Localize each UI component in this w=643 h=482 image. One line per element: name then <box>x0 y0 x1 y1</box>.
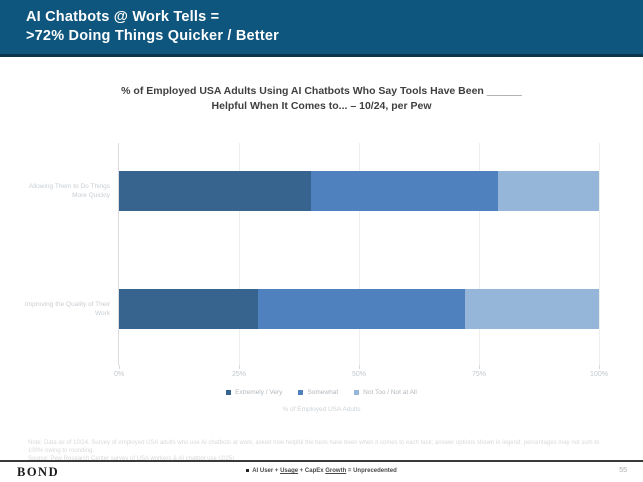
bar-segment <box>119 171 311 211</box>
gridline <box>479 143 480 365</box>
bar-row <box>119 289 599 329</box>
axis-caption: % of Employed USA Adults <box>282 406 361 413</box>
legend-label: Extremely / Very <box>235 389 283 396</box>
category-label: Allowing Them to Do Things More Quickly <box>28 183 110 199</box>
chart-title: % of Employed USA Adults Using AI Chatbo… <box>0 84 643 114</box>
slide-header: AI Chatbots @ Work Tells = >72% Doing Th… <box>0 0 643 57</box>
gridline <box>239 143 240 365</box>
x-axis-tick-label: 100% <box>590 371 608 378</box>
legend-item: Somewhat <box>298 389 338 396</box>
footer-section-link[interactable]: Usage <box>280 468 299 474</box>
chart-title-line-1: % of Employed USA Adults Using AI Chatbo… <box>121 85 522 97</box>
footnote-line-2: Source: Pew Research Center survey of US… <box>28 456 235 462</box>
bar-segment <box>258 289 465 329</box>
legend-item: Not Too / Not at All <box>354 389 417 396</box>
footer-section-text: + CapEx <box>298 468 326 474</box>
legend-label: Somewhat <box>307 389 339 396</box>
x-axis-tick-label: 25% <box>231 371 247 378</box>
x-axis-tick-mark <box>359 365 360 369</box>
footer-section-title: AI User + Usage + CapEx Growth = Unprece… <box>0 468 643 474</box>
bar-segment <box>311 171 499 211</box>
header-title-line-1: AI Chatbots @ Work Tells = <box>26 9 220 25</box>
legend-swatch-icon <box>298 390 304 395</box>
chart-legend: Extremely / Very Somewhat Not Too / Not at… <box>0 389 643 396</box>
category-label: Improving the Quality of Their Work <box>24 301 110 317</box>
x-axis-tick-mark <box>479 365 480 369</box>
legend-swatch-icon <box>226 390 232 395</box>
footnote: Note: Data as of 10/24. Survey of employ… <box>28 439 616 463</box>
footnote-line-1: Note: Data as of 10/24. Survey of employ… <box>28 440 600 454</box>
gridline <box>599 143 600 365</box>
x-axis-tick-mark <box>239 365 240 369</box>
x-axis-tick-label: 50% <box>351 371 367 378</box>
legend-swatch-icon <box>354 390 360 395</box>
bar-row <box>119 171 599 211</box>
footer-section-text: = Unprecedented <box>346 468 397 474</box>
x-axis-tick-label: 75% <box>471 371 487 378</box>
gridline <box>359 143 360 365</box>
bar-segment <box>119 289 259 329</box>
bar-segment <box>498 171 599 211</box>
footer-bullet-icon <box>246 468 250 472</box>
x-axis-tick-mark <box>599 365 600 369</box>
x-axis-tick-label: 0% <box>113 371 125 378</box>
bond-logo: BOND <box>17 465 60 479</box>
x-axis-tick-mark <box>119 365 120 369</box>
page-number: 55 <box>619 467 627 474</box>
plot-area: 0% 25% 50% 75% 100% <box>114 143 608 378</box>
slide-footer: BOND AI User + Usage + CapEx Growth = Un… <box>0 462 643 482</box>
legend-label: Not Too / Not at All <box>363 389 417 396</box>
bar-segment <box>464 289 599 329</box>
legend-item: Extremely / Very <box>226 389 282 396</box>
footer-section-text: AI User + <box>252 468 281 474</box>
chart-title-line-2: Helpful When It Comes to... – 10/24, per… <box>211 100 432 112</box>
footer-divider <box>0 460 643 462</box>
footer-section-link[interactable]: Growth <box>325 468 347 474</box>
header-title-line-2: >72% Doing Things Quicker / Better <box>26 28 279 44</box>
